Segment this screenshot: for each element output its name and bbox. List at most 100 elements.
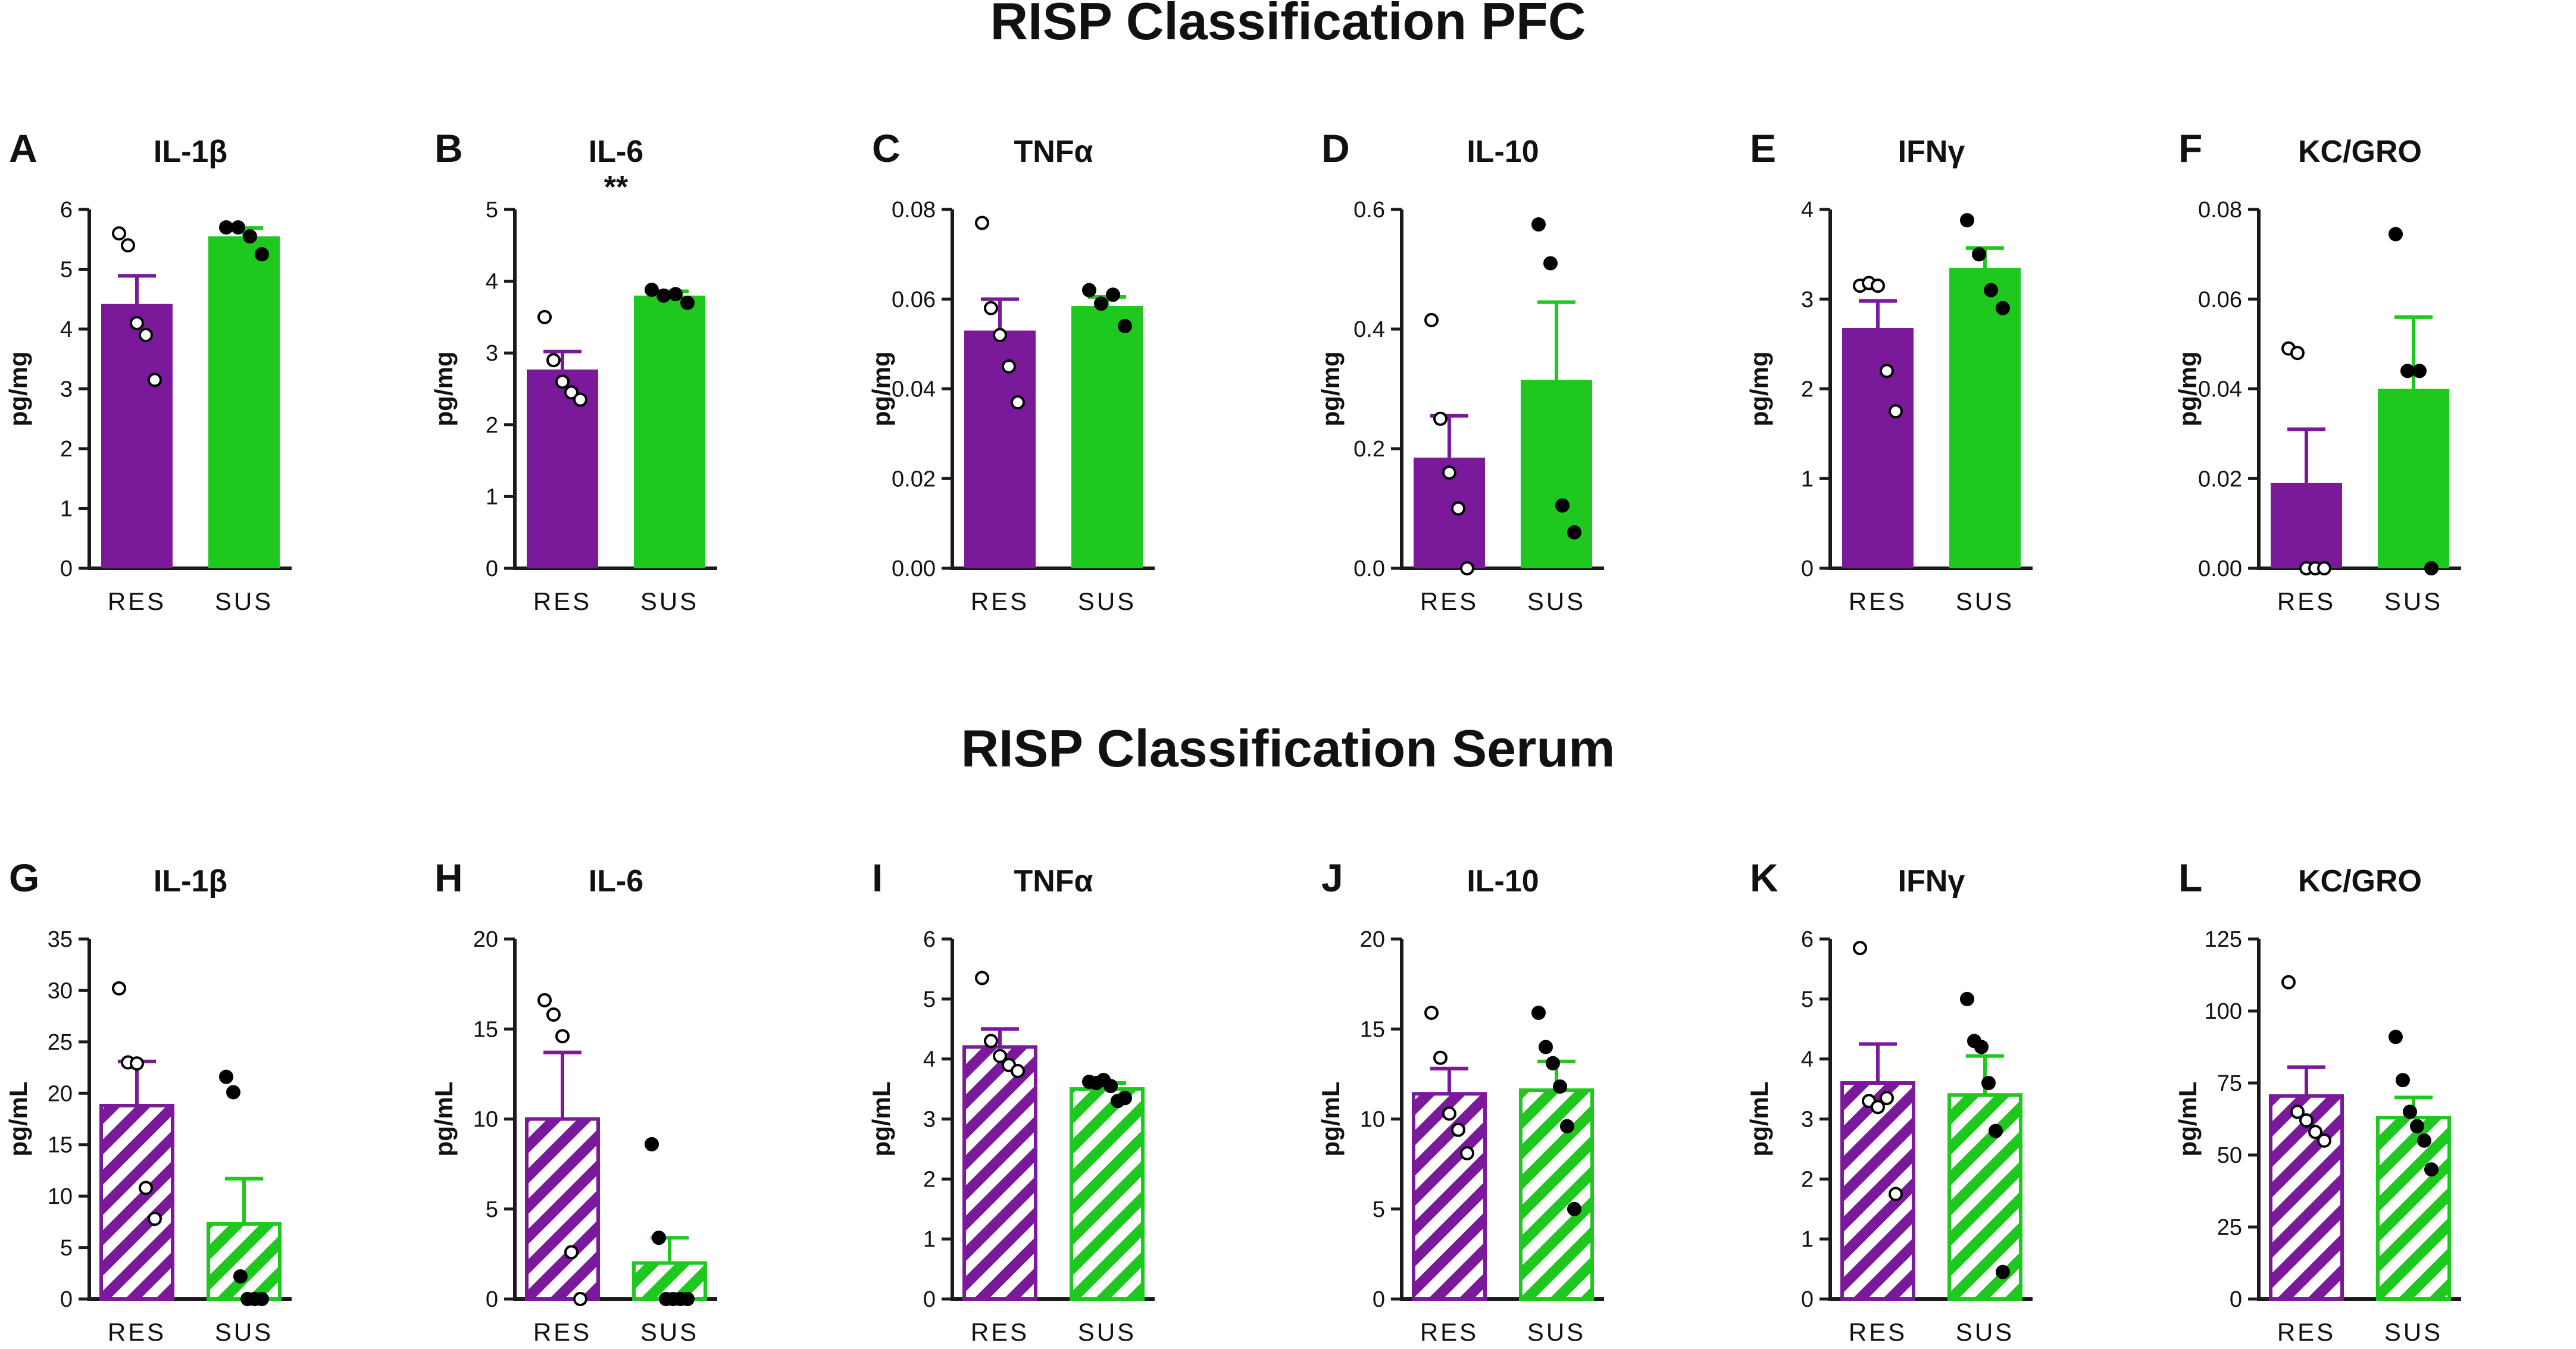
y-axis-label: pg/mL	[1745, 1082, 1773, 1157]
y-tick-label: 0.0	[1353, 556, 1385, 581]
panel-title: IL-6	[589, 134, 643, 169]
panel-title: KC/GRO	[2298, 864, 2422, 899]
data-point-open	[130, 315, 144, 330]
y-axis-label: pg/mL	[4, 1082, 32, 1157]
x-tick-label: RES	[533, 1318, 592, 1346]
x-tick-label: SUS	[640, 1318, 699, 1346]
data-point-filled	[1539, 1040, 1553, 1054]
y-tick-label: 4	[486, 270, 498, 295]
y-tick-label: 0	[486, 1287, 498, 1312]
panel-letter: F	[2178, 126, 2202, 170]
y-tick-label: 5	[923, 987, 936, 1012]
y-tick-label: 0	[1373, 1287, 1385, 1312]
bar-sus	[1521, 380, 1592, 568]
panel-title: TNFα	[1014, 864, 1093, 899]
y-tick-label: 4	[60, 317, 73, 342]
y-tick-label: 6	[60, 198, 73, 223]
y-tick-label: 6	[1801, 927, 1814, 952]
y-tick-label: 3	[60, 377, 73, 402]
data-point-filled	[1555, 498, 1570, 513]
data-point-open	[139, 328, 153, 343]
x-tick-label: SUS	[1956, 1318, 2014, 1346]
data-point-filled	[243, 229, 257, 244]
y-tick-label: 2	[923, 1167, 936, 1192]
panel-A: A IL-1β pg/mg 0 1 2 3 4 5 6 RES SUS	[4, 126, 292, 615]
y-tick-label: 0.06	[2198, 287, 2242, 312]
panel-title: IL-10	[1467, 864, 1539, 899]
data-point-filled	[668, 287, 683, 302]
data-point-filled	[233, 1269, 248, 1284]
data-point-open	[2281, 975, 2296, 990]
data-point-open	[546, 353, 561, 368]
panel-B: B IL-6** pg/mg 0 1 2 3 4 5 RES SUS	[430, 126, 717, 615]
y-tick-label: 15	[473, 1017, 498, 1042]
data-point-open	[1889, 1187, 1903, 1201]
data-point-open	[1889, 404, 1903, 419]
data-point-filled	[1960, 213, 1974, 228]
data-point-filled	[1974, 1040, 1989, 1054]
data-point-filled	[219, 220, 233, 235]
y-axis-label: pg/mg	[1317, 352, 1345, 427]
panel-letter: E	[1750, 126, 1776, 170]
y-tick-label: 5	[60, 1236, 73, 1261]
data-point-filled	[1567, 1201, 1581, 1216]
x-tick-label: RES	[1420, 1318, 1478, 1346]
x-tick-label: SUS	[2384, 1318, 2443, 1346]
data-point-open	[148, 373, 162, 387]
data-point-filled	[680, 1292, 695, 1306]
y-tick-label: 0	[923, 1287, 936, 1312]
x-tick-label: SUS	[215, 587, 273, 615]
panel-G: G IL-1β pg/mL 0 5 10 15 20 25 30 35 RES SUS	[4, 856, 292, 1346]
y-tick-label: 1	[923, 1227, 936, 1252]
bar-res	[2269, 1094, 2344, 1301]
panel-C: C TNFα pg/mg 0.00 0.02 0.04 0.06 0.08 RES SUS	[867, 126, 1155, 615]
data-point-open	[1002, 359, 1016, 374]
y-tick-label: 20	[473, 927, 498, 952]
data-point-filled	[2417, 1133, 2431, 1148]
data-point-filled	[1531, 217, 1546, 232]
y-tick-label: 0.04	[2198, 377, 2242, 402]
panel-H: H IL-6 pg/mL 0 5 10 15 20 RES SUS	[430, 856, 717, 1346]
y-tick-label: 0	[60, 556, 73, 581]
data-point-open	[1424, 1006, 1439, 1021]
data-point-filled	[1989, 1123, 2003, 1138]
data-point-filled	[2389, 1029, 2403, 1044]
y-tick-label: 50	[2217, 1143, 2242, 1168]
y-tick-label: 0.08	[2198, 198, 2242, 223]
pfc-section-title: RISP Classification PFC	[990, 0, 1586, 51]
data-point-open	[975, 971, 989, 985]
y-tick-label: 0.02	[2198, 467, 2242, 492]
data-point-filled	[226, 1085, 240, 1100]
y-axis-label: pg/mg	[2174, 352, 2202, 427]
bar-sus	[207, 1222, 282, 1301]
bar-res	[99, 1104, 174, 1301]
data-point-open	[121, 238, 135, 253]
data-point-filled	[2424, 1162, 2439, 1177]
data-point-open	[537, 309, 552, 324]
y-tick-label: 5	[60, 258, 73, 283]
data-point-filled	[2389, 227, 2403, 242]
y-tick-label: 4	[1801, 1047, 1814, 1072]
data-point-open	[546, 1007, 561, 1022]
data-point-filled	[219, 1069, 233, 1084]
panel-K: K IFNγ pg/mL 0 1 2 3 4 5 6 RES SUS	[1745, 856, 2033, 1346]
bar-res	[2271, 483, 2342, 568]
y-axis-label: pg/mg	[1745, 352, 1773, 427]
y-tick-label: 35	[48, 927, 73, 952]
y-tick-label: 15	[48, 1133, 73, 1158]
x-tick-label: RES	[2277, 1318, 2336, 1346]
y-tick-label: 10	[473, 1107, 498, 1132]
y-tick-label: 6	[923, 927, 936, 952]
data-point-open	[993, 1048, 1007, 1063]
y-tick-label: 3	[1801, 1107, 1814, 1132]
panel-letter: I	[872, 856, 883, 900]
bar-sus	[2378, 389, 2449, 568]
panel-L: L KC/GRO pg/mL 0 25 50 75 100 125 RES SUS	[2174, 856, 2461, 1346]
y-tick-label: 10	[1360, 1107, 1385, 1132]
panel-letter: B	[434, 126, 463, 170]
bar-res	[101, 303, 173, 568]
data-point-open	[1442, 465, 1456, 480]
y-axis-label: pg/mL	[2174, 1082, 2202, 1157]
y-tick-label: 3	[923, 1107, 936, 1132]
